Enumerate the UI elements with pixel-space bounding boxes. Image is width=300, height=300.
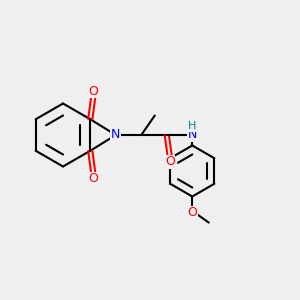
Text: N: N <box>188 128 197 142</box>
Text: O: O <box>187 206 197 220</box>
Text: O: O <box>88 85 98 98</box>
Text: H: H <box>188 121 196 131</box>
Text: N: N <box>111 128 121 142</box>
Text: O: O <box>88 172 98 185</box>
Text: O: O <box>165 155 175 169</box>
